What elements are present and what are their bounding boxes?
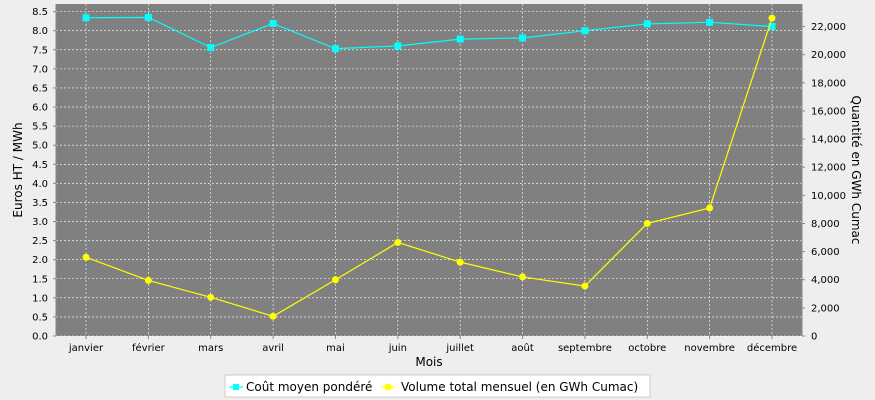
x-tick-label: septembre [558, 343, 612, 354]
x-tick-label: mai [326, 343, 345, 354]
series-1-point [519, 273, 527, 281]
y2-axis-title: Quantité en GWh Cumac [849, 96, 863, 245]
y2-tick-label: 0 [811, 332, 817, 343]
x-tick-label: octobre [628, 343, 666, 354]
y-tick-label: 3.0 [32, 217, 48, 228]
y-tick-label: 6.5 [32, 83, 48, 94]
x-tick-label: mars [198, 343, 223, 354]
series-1-point [269, 312, 277, 320]
series-0-point [269, 19, 277, 27]
series-1-point [456, 258, 464, 266]
y-tick-label: 4.5 [32, 160, 48, 171]
series-0-point [394, 42, 402, 50]
y2-tick-label: 20,000 [811, 50, 846, 61]
y-tick-label: 1.5 [32, 274, 48, 285]
y-tick-label: 0.0 [32, 332, 48, 343]
left-axis: 0.0 0.5 1.0 1.5 2.0 2.5 3.0 3.5 4.0 4.5 5.0 5.5 6.0 6… [32, 4, 57, 343]
grid-lines [56, 4, 802, 337]
y2-tick-label: 6,000 [811, 247, 840, 258]
series-1-point [82, 253, 90, 261]
y2-tick-label: 12,000 [811, 163, 846, 174]
x-tick-label: novembre [684, 343, 735, 354]
x-axis: janvier février mars avril mai juin juillet aoû… [68, 336, 797, 354]
y2-tick-label: 2,000 [811, 303, 840, 314]
series-0-point [331, 45, 339, 53]
series-1-point [706, 204, 714, 212]
y-tick-label: 3.5 [32, 198, 48, 209]
series-1-point [643, 219, 651, 227]
y-tick-label: 7.0 [32, 64, 48, 75]
legend-box [224, 374, 651, 398]
series-0-point [706, 18, 714, 26]
series-1-point [394, 238, 402, 246]
series-0-point [519, 34, 527, 42]
y-tick-label: 0.5 [32, 312, 48, 323]
y-tick-label: 5.0 [32, 141, 48, 152]
series-0-point [768, 23, 776, 31]
y-tick-label: 6.0 [32, 103, 48, 114]
x-tick-label: avril [262, 343, 284, 354]
legend-label-0: Coût moyen pondéré [246, 380, 372, 394]
y2-tick-label: 22,000 [811, 22, 846, 33]
x-tick-label: juin [388, 343, 407, 354]
legend-marker-1 [384, 383, 392, 391]
y2-tick-label: 14,000 [811, 135, 846, 146]
y2-tick-label: 10,000 [811, 191, 846, 202]
series-1-point [144, 276, 152, 284]
y-axis-title: Euros HT / MWh [11, 122, 25, 217]
legend: Coût moyen pondéré Volume total mensuel … [224, 374, 651, 398]
series-0-point [144, 13, 152, 21]
series-0-point [643, 20, 651, 28]
plot-area [56, 4, 802, 336]
series-0-point [581, 27, 589, 35]
y-tick-label: 7.5 [32, 45, 48, 56]
series-1-point [331, 276, 339, 284]
y2-tick-label: 18,000 [811, 78, 846, 89]
y-tick-label: 4.0 [32, 179, 48, 190]
series-1-point [207, 293, 215, 301]
y-tick-label: 8.5 [32, 7, 48, 18]
y2-tick-label: 4,000 [811, 275, 840, 286]
series-line-0 [85, 16, 773, 50]
series-1-point [581, 282, 589, 290]
series-0-point [82, 14, 90, 22]
x-tick-label: août [511, 342, 534, 354]
y-tick-label: 2.5 [32, 236, 48, 247]
x-axis-title: Mois [415, 355, 442, 369]
y2-tick-label: 16,000 [811, 106, 846, 117]
y-tick-label: 5.5 [32, 122, 48, 133]
y-tick-label: 1.0 [32, 293, 48, 304]
legend-marker-0 [233, 384, 239, 390]
series-line-1 [85, 17, 773, 317]
x-tick-label: février [132, 342, 166, 354]
right-axis: 0 2,000 4,000 6,000 8,000 10,000 12,000 14,000 1… [801, 4, 846, 343]
legend-label-1: Volume total mensuel (en GWh Cumac) [401, 380, 638, 394]
series-0-point [456, 35, 464, 43]
x-tick-label: décembre [747, 342, 797, 354]
x-tick-label: janvier [68, 343, 104, 354]
series-0-point [207, 44, 215, 52]
series-layer [82, 13, 776, 320]
x-tick-label: juillet [445, 343, 474, 354]
y-tick-label: 2.0 [32, 255, 48, 266]
y-tick-label: 8.0 [32, 26, 48, 37]
series-1-point [768, 14, 776, 22]
y2-tick-label: 8,000 [811, 219, 840, 230]
